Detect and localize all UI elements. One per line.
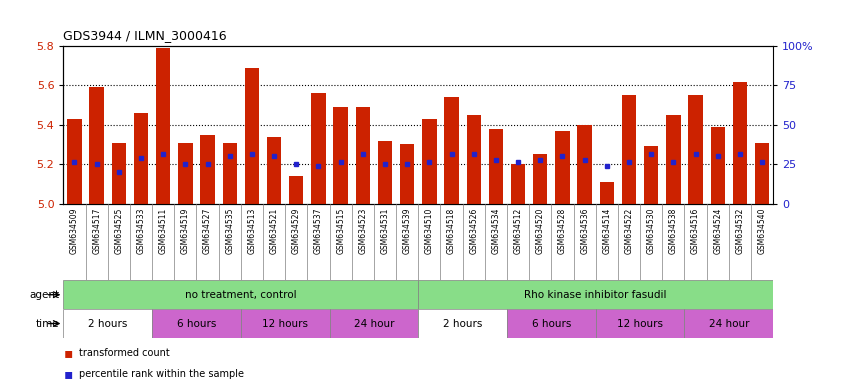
Bar	[333, 107, 348, 204]
Text: ▪: ▪	[63, 367, 73, 381]
Text: transformed count: transformed count	[78, 348, 169, 358]
Text: GSM634532: GSM634532	[734, 207, 744, 254]
Text: GSM634538: GSM634538	[668, 207, 677, 254]
Text: GDS3944 / ILMN_3000416: GDS3944 / ILMN_3000416	[63, 29, 227, 42]
Text: GSM634537: GSM634537	[314, 207, 322, 254]
FancyBboxPatch shape	[241, 309, 329, 338]
Text: 6 hours: 6 hours	[176, 318, 216, 329]
Text: GSM634519: GSM634519	[181, 207, 190, 254]
Text: 24 hour: 24 hour	[354, 318, 393, 329]
FancyBboxPatch shape	[63, 309, 152, 338]
Bar	[466, 115, 480, 204]
Text: GSM634533: GSM634533	[137, 207, 145, 254]
Text: GSM634525: GSM634525	[114, 207, 123, 254]
Bar	[422, 119, 436, 204]
Text: GSM634513: GSM634513	[247, 207, 256, 254]
Text: GSM634521: GSM634521	[269, 207, 279, 253]
Text: time: time	[35, 318, 59, 329]
FancyBboxPatch shape	[595, 309, 684, 338]
FancyBboxPatch shape	[418, 309, 506, 338]
Text: GSM634523: GSM634523	[358, 207, 367, 254]
Text: GSM634540: GSM634540	[757, 207, 766, 254]
Bar	[665, 115, 679, 204]
Bar	[511, 164, 525, 204]
Text: GSM634535: GSM634535	[225, 207, 234, 254]
Text: GSM634514: GSM634514	[602, 207, 610, 254]
Bar	[576, 125, 591, 204]
Text: GSM634516: GSM634516	[690, 207, 699, 254]
Bar	[399, 144, 414, 204]
Bar	[444, 97, 458, 204]
Text: percentile rank within the sample: percentile rank within the sample	[78, 369, 243, 379]
Text: 12 hours: 12 hours	[262, 318, 308, 329]
Bar	[355, 107, 370, 204]
Text: GSM634527: GSM634527	[203, 207, 212, 254]
Text: GSM634509: GSM634509	[70, 207, 78, 254]
FancyBboxPatch shape	[506, 309, 595, 338]
Text: agent: agent	[29, 290, 59, 300]
Bar	[488, 129, 502, 204]
Bar	[267, 137, 281, 204]
Text: GSM634539: GSM634539	[403, 207, 411, 254]
Bar	[710, 127, 724, 204]
Text: GSM634529: GSM634529	[291, 207, 300, 254]
Text: GSM634524: GSM634524	[712, 207, 722, 254]
Text: 12 hours: 12 hours	[616, 318, 663, 329]
Bar	[599, 182, 614, 204]
Text: GSM634517: GSM634517	[92, 207, 101, 254]
Bar	[200, 135, 214, 204]
Bar	[245, 68, 259, 204]
FancyBboxPatch shape	[684, 309, 772, 338]
Text: 2 hours: 2 hours	[88, 318, 127, 329]
Bar	[156, 48, 170, 204]
Bar	[289, 176, 303, 204]
Text: Rho kinase inhibitor fasudil: Rho kinase inhibitor fasudil	[524, 290, 666, 300]
Bar	[621, 95, 636, 204]
Text: GSM634522: GSM634522	[624, 207, 633, 253]
Text: GSM634515: GSM634515	[336, 207, 344, 254]
Text: no treatment, control: no treatment, control	[185, 290, 296, 300]
Bar	[732, 81, 746, 204]
Text: GSM634518: GSM634518	[446, 207, 456, 253]
FancyBboxPatch shape	[63, 280, 418, 309]
Text: GSM634534: GSM634534	[491, 207, 500, 254]
Text: GSM634536: GSM634536	[580, 207, 588, 254]
Bar	[89, 88, 104, 204]
Text: GSM634528: GSM634528	[557, 207, 566, 253]
Text: 2 hours: 2 hours	[442, 318, 482, 329]
Bar	[222, 142, 236, 204]
Text: GSM634530: GSM634530	[646, 207, 655, 254]
Bar	[377, 141, 392, 204]
Text: GSM634520: GSM634520	[535, 207, 544, 254]
Bar	[754, 142, 768, 204]
Text: GSM634531: GSM634531	[380, 207, 389, 254]
Bar	[133, 113, 148, 204]
Text: ▪: ▪	[63, 346, 73, 359]
Text: GSM634526: GSM634526	[468, 207, 478, 254]
Bar	[178, 142, 192, 204]
Bar	[311, 93, 325, 204]
Bar	[68, 119, 82, 204]
Bar	[555, 131, 569, 204]
Text: 6 hours: 6 hours	[531, 318, 571, 329]
Text: 24 hour: 24 hour	[708, 318, 748, 329]
Text: GSM634510: GSM634510	[425, 207, 433, 254]
FancyBboxPatch shape	[152, 309, 241, 338]
Bar	[111, 142, 126, 204]
Text: GSM634511: GSM634511	[159, 207, 167, 253]
Bar	[533, 154, 547, 204]
FancyBboxPatch shape	[418, 280, 772, 309]
Bar	[643, 146, 657, 204]
FancyBboxPatch shape	[329, 309, 418, 338]
Bar	[688, 95, 702, 204]
Text: GSM634512: GSM634512	[513, 207, 522, 253]
